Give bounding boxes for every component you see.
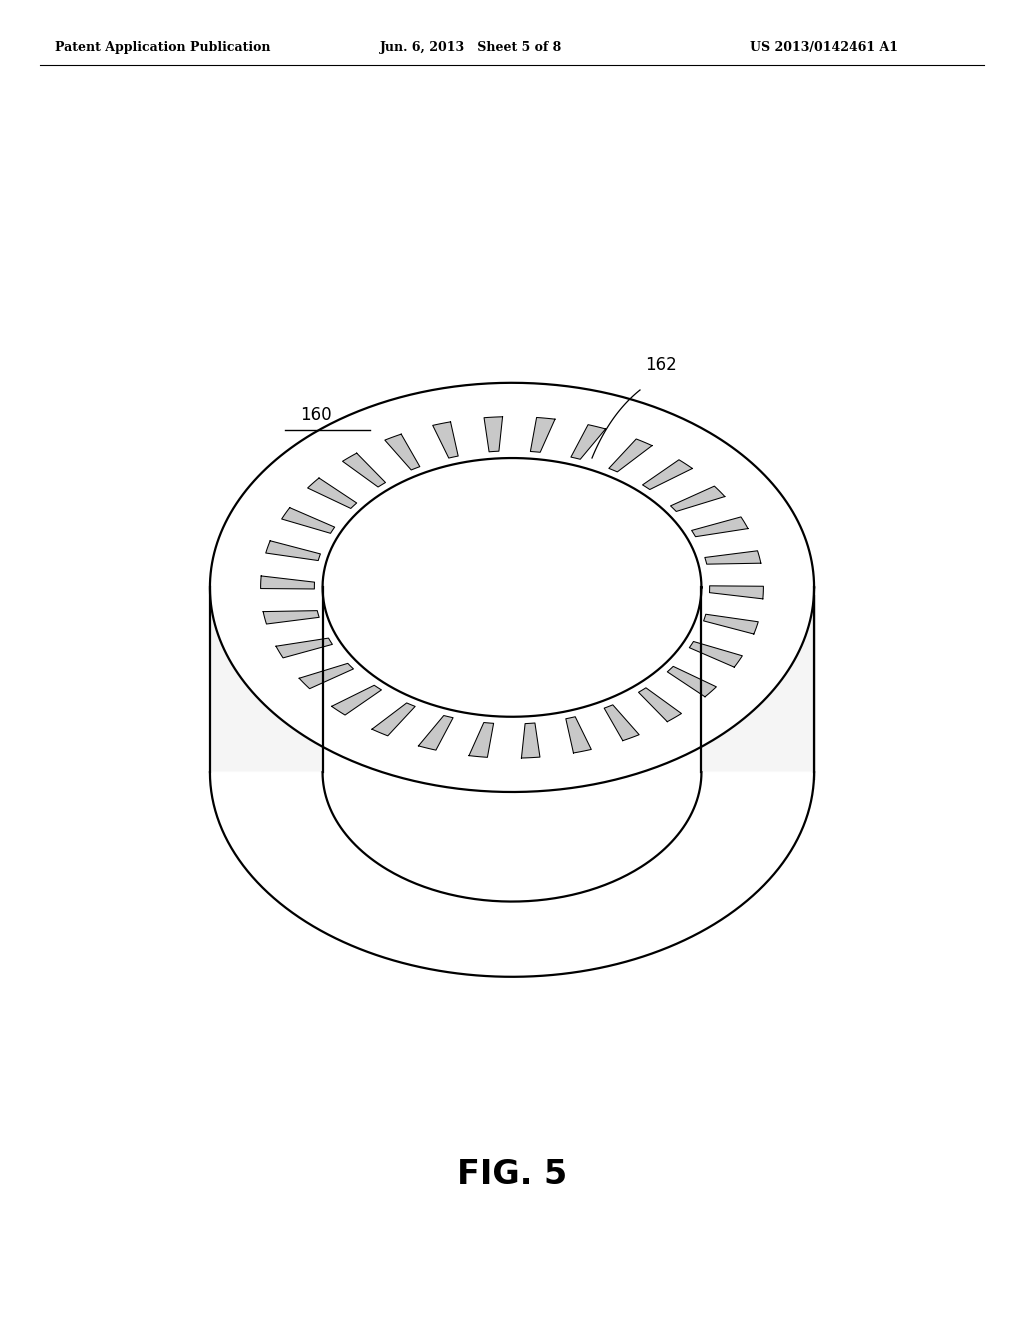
Polygon shape bbox=[263, 611, 319, 624]
Text: Jun. 6, 2013   Sheet 5 of 8: Jun. 6, 2013 Sheet 5 of 8 bbox=[380, 41, 562, 54]
Polygon shape bbox=[282, 508, 335, 533]
Polygon shape bbox=[323, 587, 701, 902]
Polygon shape bbox=[639, 688, 681, 722]
Polygon shape bbox=[609, 440, 652, 471]
Polygon shape bbox=[261, 576, 314, 589]
Polygon shape bbox=[332, 685, 382, 715]
Polygon shape bbox=[299, 664, 353, 689]
Polygon shape bbox=[691, 517, 748, 537]
Polygon shape bbox=[469, 722, 494, 758]
Polygon shape bbox=[668, 667, 717, 697]
Polygon shape bbox=[323, 458, 701, 717]
Text: 162: 162 bbox=[645, 356, 677, 374]
Text: FIG. 5: FIG. 5 bbox=[457, 1159, 567, 1192]
Polygon shape bbox=[210, 772, 814, 977]
Polygon shape bbox=[385, 434, 420, 470]
Polygon shape bbox=[210, 587, 814, 977]
Polygon shape bbox=[343, 453, 385, 487]
Polygon shape bbox=[521, 723, 540, 758]
Polygon shape bbox=[604, 705, 639, 741]
Polygon shape bbox=[276, 638, 333, 657]
Polygon shape bbox=[530, 417, 555, 453]
Text: Patent Application Publication: Patent Application Publication bbox=[55, 41, 270, 54]
Text: US 2013/0142461 A1: US 2013/0142461 A1 bbox=[750, 41, 898, 54]
Polygon shape bbox=[372, 704, 415, 735]
Polygon shape bbox=[571, 425, 605, 459]
Polygon shape bbox=[433, 422, 458, 458]
Polygon shape bbox=[710, 586, 763, 599]
Polygon shape bbox=[689, 642, 742, 667]
Text: 160: 160 bbox=[300, 407, 332, 424]
Polygon shape bbox=[210, 383, 814, 792]
Polygon shape bbox=[705, 550, 761, 564]
Polygon shape bbox=[566, 717, 591, 752]
Polygon shape bbox=[484, 417, 503, 451]
Polygon shape bbox=[671, 486, 725, 511]
Polygon shape bbox=[703, 614, 758, 634]
Polygon shape bbox=[419, 715, 453, 750]
Polygon shape bbox=[642, 459, 692, 490]
Polygon shape bbox=[266, 541, 321, 561]
Polygon shape bbox=[307, 478, 356, 508]
